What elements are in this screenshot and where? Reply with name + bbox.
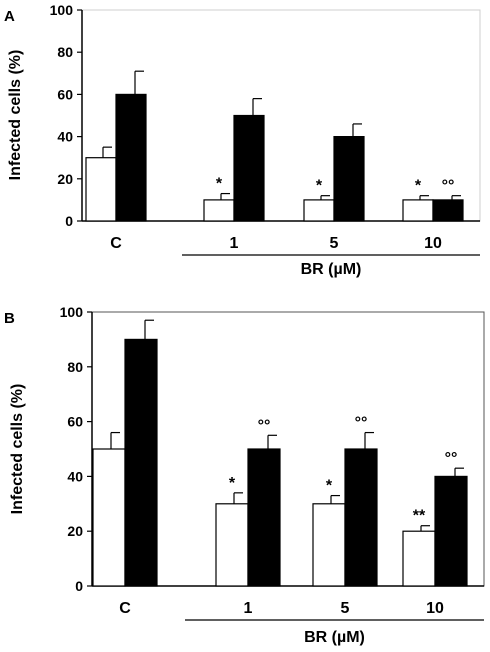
category-label: C bbox=[110, 235, 122, 252]
y-tick-label: 100 bbox=[60, 304, 84, 320]
significance-mark: °° bbox=[355, 415, 368, 432]
panel-label: A bbox=[4, 8, 15, 25]
bar bbox=[203, 199, 235, 222]
category-label: 5 bbox=[341, 600, 350, 617]
significance-mark: ** bbox=[413, 508, 426, 525]
y-axis-label: Infected cells (%) bbox=[9, 384, 26, 515]
bar bbox=[85, 157, 117, 222]
bar bbox=[115, 93, 147, 222]
category-label: C bbox=[119, 600, 131, 617]
bar bbox=[233, 114, 265, 222]
bar bbox=[333, 136, 365, 222]
bar bbox=[434, 475, 468, 587]
y-tick-label: 60 bbox=[67, 414, 83, 430]
bar bbox=[402, 199, 434, 222]
significance-mark: * bbox=[316, 178, 323, 195]
y-tick-label: 100 bbox=[50, 2, 74, 18]
y-tick-label: 0 bbox=[75, 578, 83, 594]
bar bbox=[124, 338, 158, 587]
y-tick-label: 0 bbox=[65, 213, 73, 229]
panel-label: B bbox=[4, 310, 15, 327]
y-tick-label: 20 bbox=[67, 523, 83, 539]
y-axis-label: Infected cells (%) bbox=[7, 50, 24, 181]
group-label: BR (µM) bbox=[301, 261, 362, 278]
significance-mark: * bbox=[216, 176, 223, 193]
significance-mark: °° bbox=[445, 450, 458, 467]
bar bbox=[303, 199, 335, 222]
group-label: BR (µM) bbox=[304, 629, 365, 646]
y-tick-label: 40 bbox=[67, 468, 83, 484]
y-tick-label: 20 bbox=[57, 171, 73, 187]
chart-panel-a: 0 20 40 60 80 100 A Infected cells (%) C * 1 * 5 * °° 1… bbox=[4, 2, 481, 278]
significance-mark: * bbox=[326, 478, 333, 495]
significance-mark: °° bbox=[258, 417, 271, 434]
y-tick-label: 40 bbox=[57, 129, 73, 145]
bar bbox=[432, 199, 464, 222]
bar bbox=[247, 448, 281, 587]
category-label: 10 bbox=[426, 600, 444, 617]
significance-mark: °° bbox=[442, 178, 455, 195]
significance-mark: * bbox=[415, 178, 422, 195]
y-tick-label: 80 bbox=[57, 44, 73, 60]
bar bbox=[312, 503, 346, 587]
category-label: 10 bbox=[424, 235, 442, 252]
bar bbox=[402, 530, 436, 587]
chart-panel-b: 0 20 40 60 80 100 B Infected cells (%) C * °° 1 * °° 5… bbox=[4, 304, 485, 646]
category-label: 5 bbox=[330, 235, 339, 252]
y-tick-label: 80 bbox=[67, 359, 83, 375]
category-label: 1 bbox=[230, 235, 239, 252]
significance-mark: * bbox=[229, 475, 236, 492]
bar bbox=[344, 448, 378, 587]
category-label: 1 bbox=[244, 600, 253, 617]
bar bbox=[92, 448, 126, 587]
bar bbox=[215, 503, 249, 587]
y-tick-label: 60 bbox=[57, 86, 73, 102]
